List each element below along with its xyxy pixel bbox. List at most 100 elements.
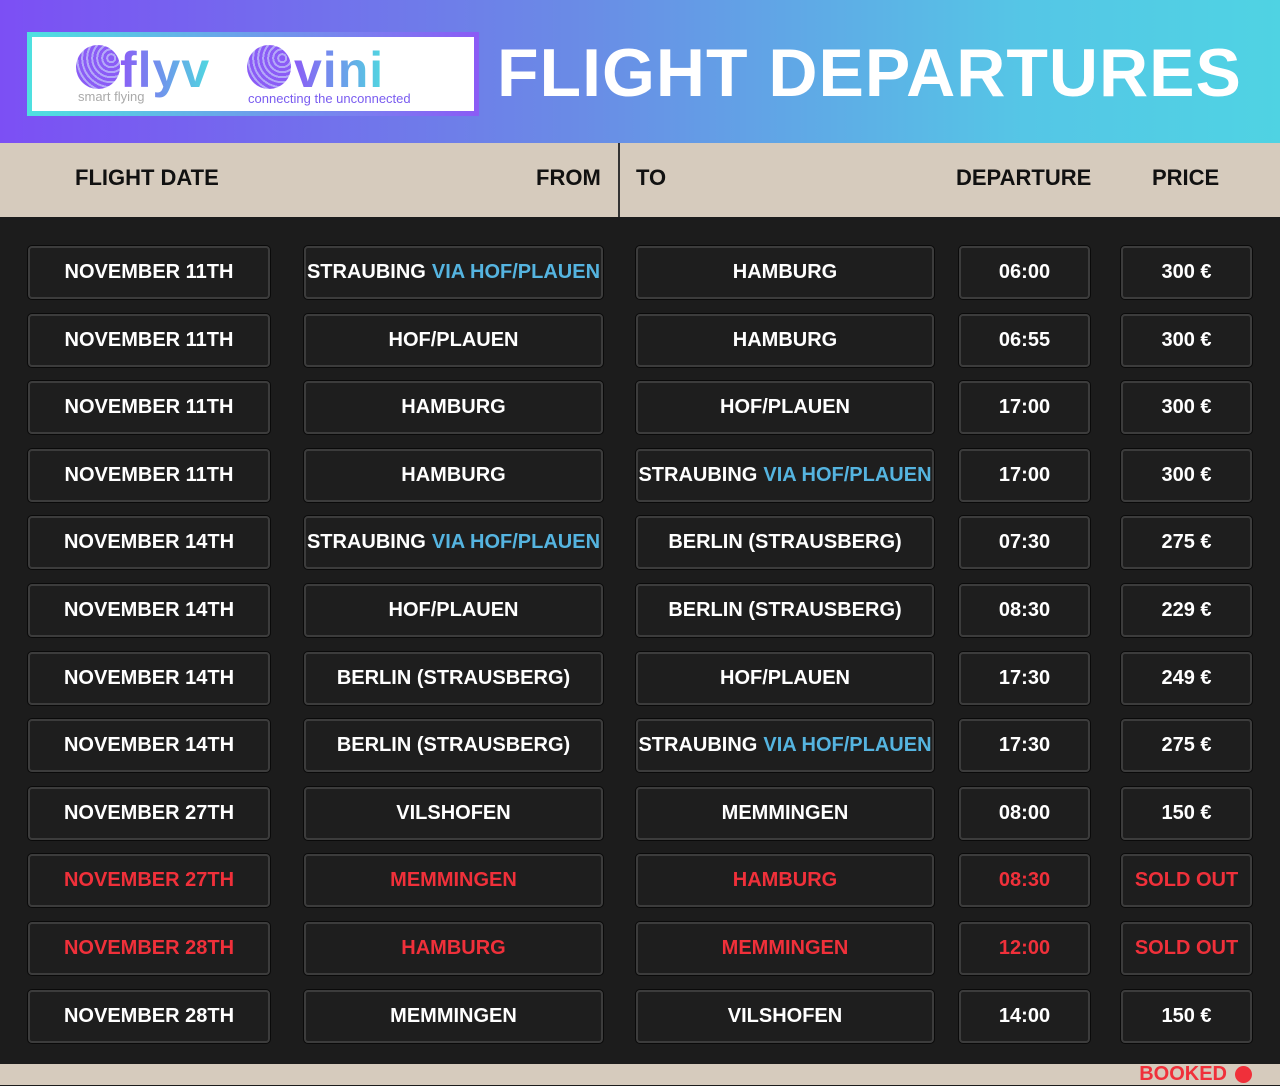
cell-to-text: VILSHOFEN (727, 1004, 843, 1027)
cell-from: HOF/PLAUEN (304, 313, 603, 367)
cell-departure: 06:00 (959, 246, 1090, 299)
cell-from: STRAUBING VIA HOF/PLAUEN (304, 246, 603, 299)
footer-band (0, 1064, 1280, 1085)
cell-to: HAMBURG (636, 313, 934, 367)
red-dot-icon (1235, 1066, 1252, 1083)
cell-to: BERLIN (STRAUSBERG) (636, 584, 934, 637)
cell-price-text: 300 € (1161, 463, 1212, 486)
cell-to-text: MEMMINGEN (721, 801, 849, 824)
logo-brand-flyv: flyv (120, 42, 211, 98)
cell-to-text: HAMBURG (732, 261, 838, 283)
cell-departure: 17:00 (959, 448, 1090, 502)
cell-date: NOVEMBER 28TH (28, 989, 270, 1043)
cell-price: SOLD OUT (1121, 854, 1252, 908)
logo: flyv smart flying vini connecting the un… (27, 32, 479, 116)
cell-date: NOVEMBER 14TH (28, 584, 270, 637)
via-text: VIA HOF/PLAUEN (763, 734, 932, 757)
cell-date: NOVEMBER 11TH (28, 448, 270, 502)
cell-from-text: VILSHOFEN (396, 801, 511, 824)
cell-date-text: NOVEMBER 27TH (63, 869, 235, 892)
cell-departure-text: 08:30 (998, 869, 1051, 892)
cell-price-text: 275 € (1161, 531, 1212, 554)
cell-from-text: BERLIN (STRAUSBERG) (336, 666, 571, 689)
cell-to: VILSHOFEN (636, 989, 934, 1043)
cell-departure: 08:30 (959, 584, 1090, 637)
cell-to-text: STRAUBING (638, 463, 758, 486)
cell-from-text: MEMMINGEN (390, 1004, 517, 1027)
logo-brand-vini: vini (294, 42, 385, 98)
cell-to: BERLIN (STRAUSBERG) (636, 516, 934, 570)
cell-date-text: NOVEMBER 14TH (63, 734, 235, 757)
cell-departure-text: 12:00 (998, 937, 1051, 959)
header-divider (618, 143, 620, 217)
cell-from: BERLIN (STRAUSBERG) (304, 719, 603, 773)
via-text: VIA HOF/PLAUEN (431, 261, 601, 283)
cell-departure: 14:00 (959, 989, 1090, 1043)
vini-logo-icon (247, 45, 291, 89)
cell-date-text: NOVEMBER 14TH (63, 531, 235, 554)
cell-to-text: BERLIN (STRAUSBERG) (668, 599, 902, 621)
cell-price-text: 150 € (1161, 801, 1212, 824)
cell-price: SOLD OUT (1121, 922, 1252, 975)
col-price: PRICE (1152, 165, 1220, 190)
cell-price-text: 150 € (1161, 1004, 1212, 1027)
cell-date: NOVEMBER 27TH (28, 854, 270, 908)
cell-departure: 17:30 (959, 651, 1090, 705)
cell-from: STRAUBING VIA HOF/PLAUEN (304, 516, 603, 570)
col-date: FLIGHT DATE (75, 165, 219, 190)
cell-from-text: HAMBURG (401, 396, 506, 419)
cell-to: HAMBURG (636, 854, 934, 908)
logo-tagline-flyv: smart flying (78, 89, 145, 104)
cell-departure: 08:30 (959, 854, 1090, 908)
cell-date: NOVEMBER 14TH (28, 651, 270, 705)
cell-departure-text: 17:30 (998, 734, 1051, 757)
cell-from: HAMBURG (304, 381, 603, 435)
page-title: FLIGHT DEPARTURES (497, 35, 1242, 111)
cell-date-text: NOVEMBER 28TH (63, 1004, 235, 1027)
col-from: FROM (536, 165, 601, 190)
col-to: TO (636, 165, 667, 190)
cell-from: VILSHOFEN (304, 786, 603, 840)
cell-price-text: 300 € (1161, 261, 1212, 283)
cell-departure: 17:00 (959, 381, 1090, 435)
cell-date: NOVEMBER 14TH (28, 719, 270, 773)
col-departure: DEPARTURE (956, 165, 1092, 190)
cell-price: 229 € (1121, 584, 1252, 637)
cell-date-text: NOVEMBER 11TH (64, 328, 234, 351)
cell-date-text: NOVEMBER 28TH (63, 937, 235, 959)
cell-to-text: MEMMINGEN (721, 937, 849, 959)
cell-departure: 17:30 (959, 719, 1090, 773)
cell-to-text: HAMBURG (732, 328, 838, 351)
cell-to: HAMBURG (636, 246, 934, 299)
cell-from: HOF/PLAUEN (304, 584, 603, 637)
cell-price: 300 € (1121, 381, 1252, 435)
cell-date-text: NOVEMBER 11TH (64, 463, 234, 486)
cell-departure-text: 17:00 (998, 396, 1051, 419)
cell-price: 150 € (1121, 989, 1252, 1043)
cell-departure-text: 17:30 (998, 666, 1051, 689)
cell-to-text: STRAUBING (638, 734, 758, 757)
cell-departure-text: 08:00 (998, 801, 1051, 824)
cell-from-text: HAMBURG (401, 937, 506, 959)
cell-to-text: HOF/PLAUEN (720, 396, 850, 419)
cell-departure: 12:00 (959, 922, 1090, 975)
cell-from: MEMMINGEN (304, 989, 603, 1043)
cell-to: STRAUBING VIA HOF/PLAUEN (636, 448, 934, 502)
cell-price: 249 € (1121, 651, 1252, 705)
cell-departure: 06:55 (959, 313, 1090, 367)
cell-departure: 07:30 (959, 516, 1090, 570)
logo-tagline-vini: connecting the unconnected (248, 91, 411, 106)
cell-from: HAMBURG (304, 448, 603, 502)
cell-price: 300 € (1121, 448, 1252, 502)
cell-date-text: NOVEMBER 11TH (64, 396, 234, 419)
cell-date: NOVEMBER 11TH (28, 381, 270, 435)
cell-from: MEMMINGEN (304, 854, 603, 908)
cell-departure-text: 07:30 (998, 531, 1051, 554)
via-text: VIA HOF/PLAUEN (763, 463, 932, 486)
cell-date-text: NOVEMBER 14TH (63, 666, 235, 689)
cell-to-text: BERLIN (STRAUSBERG) (668, 531, 902, 554)
cell-price-text: SOLD OUT (1134, 937, 1239, 959)
cell-date: NOVEMBER 27TH (28, 786, 270, 840)
cell-price-text: 300 € (1161, 396, 1212, 419)
cell-date: NOVEMBER 11TH (28, 313, 270, 367)
